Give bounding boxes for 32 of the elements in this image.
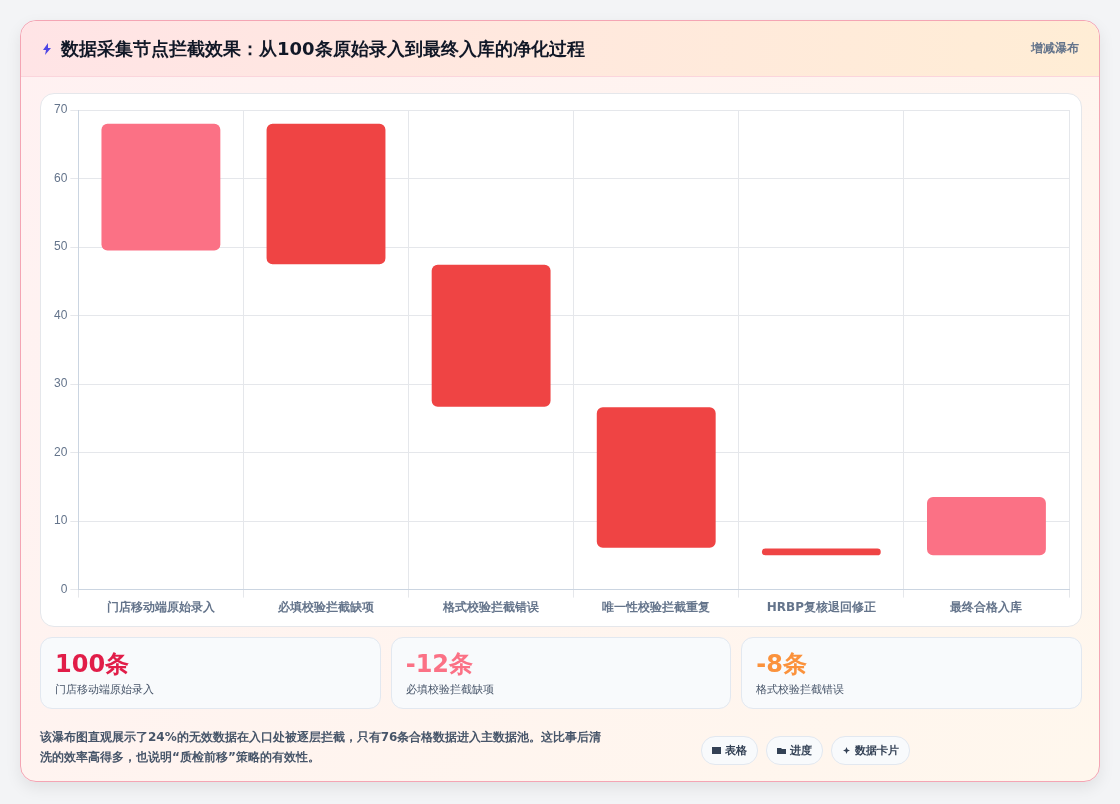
y-tick-label: 70	[53, 102, 68, 117]
y-tick-label: 0	[60, 581, 68, 596]
text: 表格	[725, 743, 747, 758]
y-tick-label: 40	[53, 307, 68, 322]
x-tick-label: 最终合格入库	[949, 599, 1023, 614]
text: 该瀑布图直观展示了24%的无效数据在入口处被逐层拦截，只有76条合格数据进入主数据池。这比事后清洗的效率高得多，也说明“质检前移”策略的有效性。	[40, 729, 603, 766]
bar	[761, 548, 881, 556]
x-tick-label: 门店移动端原始录入	[106, 599, 216, 614]
text: 格式校验拦截错误	[756, 682, 846, 697]
y-tick-label: 20	[53, 444, 68, 459]
y-tick-label: 10	[53, 513, 68, 528]
x-tick-label: 必填校验拦截缺项	[277, 599, 376, 614]
bar	[431, 264, 551, 407]
text: 门店移动端原始录入	[55, 682, 155, 697]
text: -8条	[756, 649, 808, 680]
chart-title: 数据采集节点拦截效果：从100条原始录入到最终入库的净化过程	[61, 36, 586, 61]
text: -12条	[405, 649, 475, 680]
bar	[596, 407, 716, 548]
x-tick-label: 格式校验拦截错误	[442, 599, 541, 614]
y-tick-label: 30	[53, 376, 68, 391]
text: 数据卡片	[855, 743, 899, 758]
bar	[101, 123, 221, 251]
text: 进度	[790, 743, 812, 758]
x-tick-label: HRBP复核退回修正	[766, 599, 876, 614]
bar	[266, 123, 386, 265]
y-tick-label: 50	[53, 239, 68, 254]
text: 100条	[55, 649, 131, 680]
bar	[927, 497, 1046, 556]
text: 增减瀑布	[1031, 40, 1079, 57]
text: 必填校验拦截缺项	[405, 682, 495, 697]
x-tick-label: 唯一性校验拦截重复	[602, 599, 711, 614]
y-tick-label: 60	[53, 170, 68, 185]
